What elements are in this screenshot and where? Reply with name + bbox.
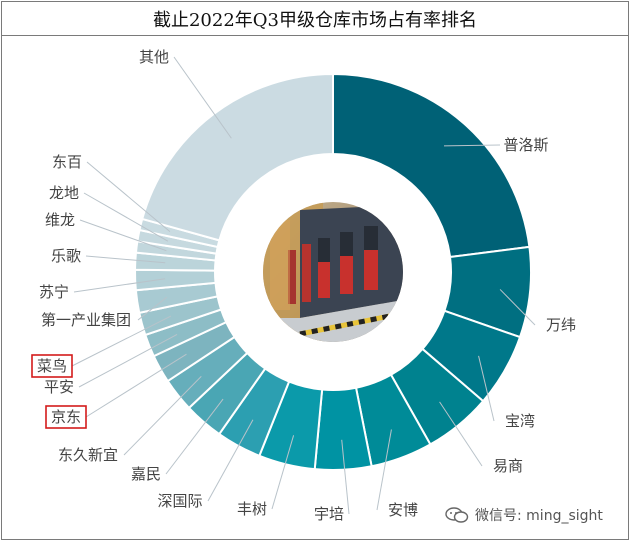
- warehouse-photo: [263, 202, 403, 342]
- slice-label-5: 宇培: [314, 505, 344, 523]
- leader-line-0: [444, 144, 501, 147]
- slice-label-9: 东久新宜: [58, 446, 118, 464]
- leader-line-7: [207, 419, 254, 502]
- slice-label-12: 菜鸟: [37, 357, 67, 375]
- chart-title: 截止2022年Q3甲级仓库市场占有率排名: [152, 9, 478, 31]
- leader-line-13: [137, 296, 168, 321]
- slice-label-4: 安博: [388, 501, 418, 519]
- pie-slices: [134, 72, 532, 471]
- leader-line-17: [83, 192, 169, 242]
- slice-label-16: 维龙: [45, 211, 75, 229]
- slice-label-0: 普洛斯: [503, 136, 548, 154]
- leader-line-6: [271, 435, 295, 510]
- leader-lines: [71, 56, 536, 515]
- slice-label-2: 宝湾: [505, 412, 535, 430]
- slice-label-8: 嘉民: [131, 465, 161, 483]
- leader-line-19: [173, 56, 232, 139]
- leader-line-12: [71, 315, 172, 367]
- slice-0: [332, 72, 531, 259]
- title-bar: 截止2022年Q3甲级仓库市场占有率排名: [2, 2, 628, 36]
- slice-label-13: 第一产业集团: [41, 311, 131, 329]
- leader-line-1: [499, 289, 536, 326]
- leader-line-15: [85, 255, 166, 264]
- slice-label-10: 京东: [51, 408, 81, 426]
- slice-label-15: 乐歌: [51, 247, 81, 265]
- leader-line-5: [341, 439, 350, 515]
- slice-label-6: 丰树: [237, 500, 267, 518]
- leader-line-10: [85, 353, 187, 418]
- slice-label-14: 苏宁: [39, 283, 69, 301]
- leader-line-3: [439, 401, 483, 467]
- leader-line-18: [86, 161, 171, 233]
- slice-label-11: 平安: [44, 378, 74, 396]
- leader-line-16: [79, 219, 167, 252]
- watermark-text: 微信号: ming_sight: [475, 508, 603, 524]
- wechat-watermark: 微信号: ming_sight: [445, 505, 603, 525]
- slice-label-17: 龙地: [49, 184, 79, 202]
- wechat-icon: [445, 507, 469, 523]
- slice-label-7: 深国际: [157, 492, 202, 510]
- slice-19: [141, 72, 334, 242]
- leader-line-9: [123, 375, 202, 456]
- leader-line-8: [165, 398, 224, 475]
- highlight-box-12: [31, 354, 73, 378]
- highlight-box-10: [45, 405, 87, 429]
- slice-label-19: 其他: [139, 48, 169, 66]
- leader-line-14: [73, 278, 166, 293]
- leader-line-11: [78, 334, 178, 388]
- leader-line-2: [478, 355, 495, 422]
- leader-line-4: [376, 429, 392, 511]
- slice-label-18: 东百: [52, 153, 82, 171]
- slice-label-1: 万纬: [546, 316, 576, 334]
- slice-label-3: 易商: [493, 457, 523, 475]
